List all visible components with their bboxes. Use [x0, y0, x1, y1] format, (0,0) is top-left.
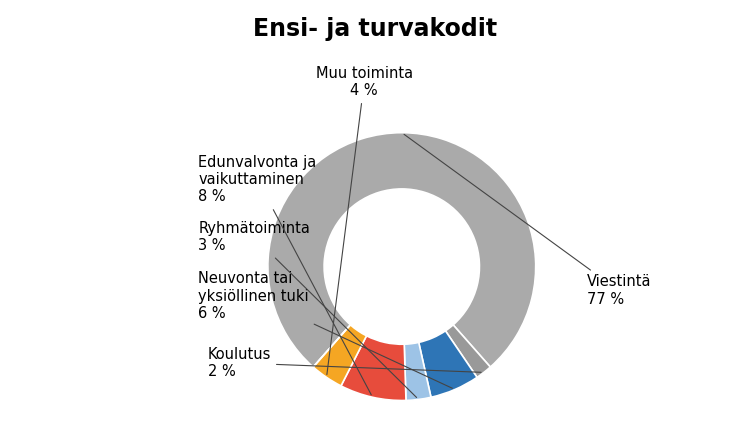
Wedge shape — [341, 336, 406, 401]
Text: Neuvonta tai
yksiöllinen tuki
6 %: Neuvonta tai yksiöllinen tuki 6 % — [198, 271, 452, 388]
Wedge shape — [314, 325, 350, 367]
Wedge shape — [268, 133, 536, 367]
Title: Ensi- ja turvakodit: Ensi- ja turvakodit — [253, 17, 497, 41]
Text: Ryhmätoiminta
3 %: Ryhmätoiminta 3 % — [198, 221, 416, 398]
Wedge shape — [419, 331, 477, 397]
Text: Edunvalvonta ja
vaikuttaminen
8 %: Edunvalvonta ja vaikuttaminen 8 % — [198, 155, 371, 395]
Text: Koulutus
2 %: Koulutus 2 % — [208, 347, 481, 379]
Text: Viestintä
77 %: Viestintä 77 % — [404, 134, 651, 307]
Wedge shape — [314, 325, 367, 386]
Wedge shape — [404, 342, 431, 400]
Wedge shape — [446, 325, 491, 377]
Text: Muu toiminta
4 %: Muu toiminta 4 % — [316, 65, 413, 375]
